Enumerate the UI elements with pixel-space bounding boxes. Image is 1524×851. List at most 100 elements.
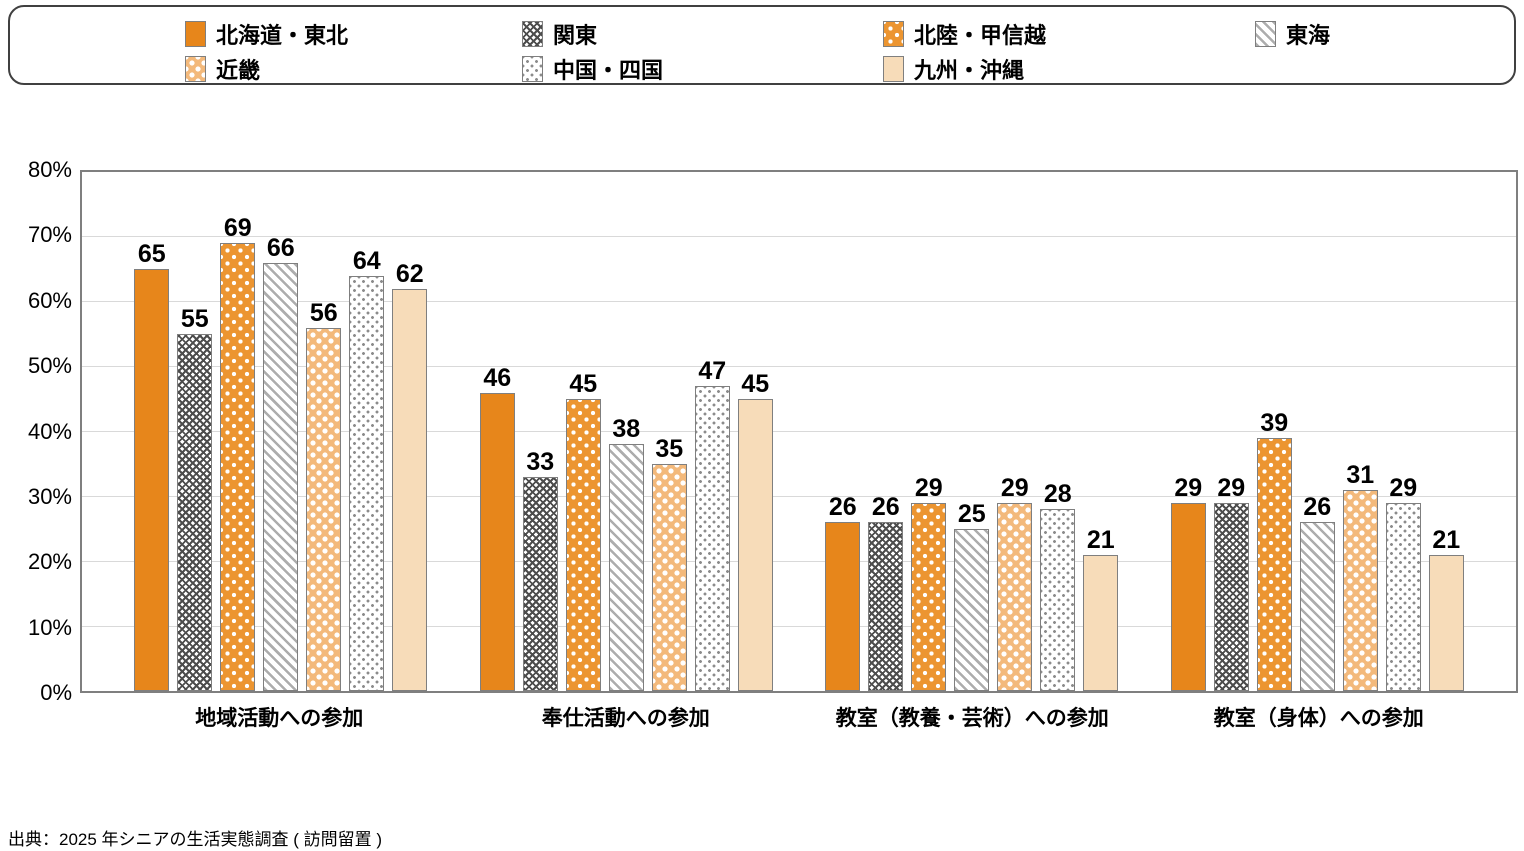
gridline (82, 366, 1516, 368)
bar-wrap: 31 (1342, 172, 1378, 691)
bar-wrap: 35 (651, 172, 687, 691)
bar-group: 46 33 45 38 35 47 45 (454, 172, 800, 691)
legend-item: 関東 (522, 20, 597, 48)
bar-group: 29 29 39 26 31 29 21 (1145, 172, 1491, 691)
bar-wrap: 69 (220, 172, 256, 691)
bar-wrap: 29 (1170, 172, 1206, 691)
bar-wrap: 56 (306, 172, 342, 691)
bar-東海 (608, 444, 644, 691)
y-tick-label: 30% (27, 483, 72, 509)
bar-wrap: 29 (1385, 172, 1421, 691)
bar-value-label: 33 (526, 447, 555, 476)
bar-value-label: 25 (957, 499, 986, 528)
legend-label: 中国・四国 (553, 58, 664, 83)
y-tick-label: 40% (27, 418, 72, 444)
gridline (82, 431, 1516, 432)
bar-value-label: 26 (871, 493, 900, 522)
bar-value-label: 28 (1043, 480, 1072, 509)
x-category-label: 教室（身体）への参加 (1213, 707, 1424, 730)
bar-value-label: 26 (1303, 493, 1332, 522)
bar-value-label: 26 (828, 493, 857, 522)
y-tick-label: 80% (27, 157, 72, 182)
legend-label: 近畿 (216, 58, 261, 83)
bar-group: 65 55 69 66 56 64 62 (108, 172, 454, 691)
bar-近畿 (1342, 489, 1378, 691)
legend-label: 北陸・甲信越 (914, 23, 1047, 48)
source-note: 出典：2025 年シニアの生活実態調査 ( 訪問留置 ) (8, 830, 383, 849)
y-tick-label: 70% (27, 222, 72, 248)
bar-九州・沖縄 (1428, 554, 1464, 691)
bar-近畿 (651, 463, 687, 691)
x-category-label: 教室（教養・芸術）への参加 (835, 707, 1109, 730)
bar-関東 (177, 334, 213, 691)
bar-value-label: 45 (741, 370, 770, 399)
bar-wrap: 46 (479, 172, 515, 691)
bar-wrap: 55 (177, 172, 213, 691)
legend-swatch-gray-dots-on-white-icon (522, 56, 543, 82)
y-tick-label: 20% (27, 549, 72, 575)
legend-item: 東海 (1255, 20, 1330, 48)
bar-wrap: 38 (608, 172, 644, 691)
bar-東海 (954, 528, 990, 691)
bar-value-label: 29 (1000, 473, 1029, 502)
legend-label: 東海 (1286, 23, 1331, 48)
bar-関東 (1213, 502, 1249, 691)
bar-value-label: 29 (1389, 473, 1418, 502)
bar-value-label: 69 (223, 214, 252, 243)
bar-value-label: 29 (914, 473, 943, 502)
bar-value-label: 55 (180, 305, 209, 334)
bar-中国・四国 (694, 386, 730, 691)
bar-value-label: 29 (1217, 473, 1246, 502)
bar-value-label: 65 (137, 240, 166, 269)
bar-関東 (522, 476, 558, 691)
gridline (82, 560, 1516, 562)
bar-value-label: 56 (309, 298, 338, 327)
bar-関東 (868, 522, 904, 691)
bar-value-label: 35 (655, 434, 684, 463)
x-axis: 地域活動への参加 奉仕活動への参加 教室（教養・芸術）への参加 教室（身体）への参加 (80, 702, 1518, 732)
bar-wrap: 25 (954, 172, 990, 691)
legend-item: 北陸・甲信越 (883, 20, 1046, 48)
bar-近畿 (997, 502, 1033, 691)
legend-swatch-white-dots-on-light-orange-icon (185, 56, 206, 82)
legend-item: 中国・四国 (522, 55, 663, 83)
bar-中国・四国 (349, 275, 385, 691)
bar-wrap: 33 (522, 172, 558, 691)
bar-wrap: 28 (1040, 172, 1076, 691)
bar-九州・沖縄 (1083, 554, 1119, 691)
bar-wrap: 45 (737, 172, 773, 691)
bar-value-label: 47 (698, 357, 727, 386)
bar-北海道・東北 (479, 392, 515, 691)
bar-wrap: 21 (1428, 172, 1464, 691)
y-tick-label: 0% (40, 680, 72, 705)
bar-wrap: 47 (694, 172, 730, 691)
bar-value-label: 29 (1174, 473, 1203, 502)
bar-北陸・甲信越 (220, 243, 256, 691)
bar-wrap: 26 (1299, 172, 1335, 691)
bar-北陸・甲信越 (565, 399, 601, 691)
bar-value-label: 21 (1086, 525, 1115, 554)
bar-北陸・甲信越 (1256, 438, 1292, 691)
bar-value-label: 46 (483, 363, 512, 392)
bar-value-label: 31 (1346, 460, 1375, 489)
bar-wrap: 26 (825, 172, 861, 691)
bar-value-label: 39 (1260, 409, 1289, 437)
bar-wrap: 39 (1256, 172, 1292, 691)
legend-swatch-gray-diagonal-stripes-icon (1255, 21, 1276, 47)
bar-group: 26 26 29 25 29 28 21 (799, 172, 1145, 691)
legend: 北海道・東北 関東 北陸・甲信越 東海 近畿 中国・四国 九州・沖縄 (8, 5, 1516, 85)
bar-北海道・東北 (134, 269, 170, 691)
bar-wrap: 45 (565, 172, 601, 691)
bar-value-label: 66 (266, 233, 295, 262)
bar-北海道・東北 (1170, 502, 1206, 691)
gridline (82, 495, 1516, 497)
bar-近畿 (306, 327, 342, 691)
plot-area: 65 55 69 66 56 64 62 46 33 45 38 35 47 45 26 26 29 25 29 28… (80, 170, 1518, 693)
y-tick-label: 10% (27, 614, 72, 640)
bar-value-label: 45 (569, 370, 598, 399)
gridline (82, 625, 1516, 627)
bar-九州・沖縄 (737, 399, 773, 691)
bar-東海 (263, 262, 299, 691)
legend-item: 近畿 (185, 55, 260, 83)
bar-wrap: 29 (911, 172, 947, 691)
